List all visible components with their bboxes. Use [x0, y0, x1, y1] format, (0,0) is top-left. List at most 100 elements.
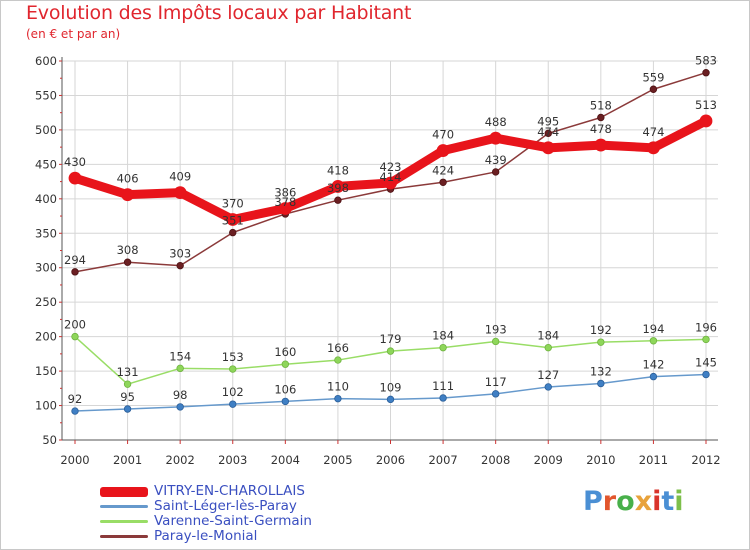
- data-point-vitry-en-charollais: [541, 141, 555, 155]
- legend-swatch-paray: [100, 535, 148, 538]
- data-label-saint-l-ger-l-s-paray: 92: [68, 392, 83, 406]
- x-tick-label: 2002: [166, 453, 195, 467]
- legend-label-paray: Paray-le-Monial: [154, 528, 258, 544]
- data-point-paray-le-monial: [334, 196, 342, 204]
- data-label-vitry-en-charollais: 386: [274, 185, 296, 199]
- data-point-vitry-en-charollais: [331, 180, 345, 193]
- data-point-vitry-en-charollais: [173, 186, 187, 200]
- legend-swatch-vitry: [100, 486, 148, 497]
- data-label-saint-l-ger-l-s-paray: 142: [642, 358, 664, 372]
- data-label-saint-l-ger-l-s-paray: 95: [120, 390, 135, 404]
- legend-label-varenne: Varenne-Saint-Germain: [154, 513, 312, 529]
- data-label-varenne-saint-germain: 166: [327, 341, 349, 355]
- x-tick-label: 2007: [428, 453, 457, 467]
- data-point-saint-l-ger-l-s-paray: [544, 383, 552, 391]
- x-tick-label: 2008: [481, 453, 510, 467]
- data-label-paray-le-monial: 424: [432, 163, 454, 177]
- data-point-vitry-en-charollais: [68, 171, 82, 185]
- data-point-saint-l-ger-l-s-paray: [123, 405, 132, 413]
- proxiti-logo: Proxiti: [583, 486, 684, 517]
- data-point-paray-le-monial: [491, 168, 500, 176]
- data-point-varenne-saint-germain: [281, 360, 290, 368]
- y-tick-label: 550: [35, 88, 57, 102]
- data-label-saint-l-ger-l-s-paray: 117: [485, 375, 507, 389]
- x-tick-label: 2005: [323, 453, 352, 467]
- data-point-paray-le-monial: [544, 129, 552, 138]
- legend-item-vitry[interactable]: VITRY-EN-CHAROLLAIS: [100, 484, 312, 499]
- data-point-varenne-saint-germain: [123, 380, 132, 388]
- data-point-vitry-en-charollais: [436, 144, 450, 157]
- chart-subtitle: (en € et par an): [26, 27, 121, 41]
- data-point-vitry-en-charollais: [699, 114, 713, 128]
- data-point-vitry-en-charollais: [384, 176, 397, 190]
- legend-swatch-varenne: [100, 520, 148, 523]
- x-tick-label: 2009: [534, 453, 563, 467]
- x-tick-label: 2012: [691, 453, 720, 467]
- data-label-paray-le-monial: 303: [169, 247, 191, 261]
- data-label-varenne-saint-germain: 154: [169, 349, 191, 363]
- legend-item-paray[interactable]: Paray-le-Monial: [100, 529, 312, 544]
- data-point-saint-l-ger-l-s-paray: [71, 407, 79, 415]
- y-tick-label: 600: [35, 54, 57, 68]
- data-label-vitry-en-charollais: 409: [169, 170, 191, 184]
- y-tick-label: 400: [35, 192, 57, 206]
- data-label-paray-le-monial: 308: [117, 243, 139, 257]
- legend-swatch-saint-leger: [100, 505, 148, 508]
- data-label-vitry-en-charollais: 370: [222, 196, 244, 210]
- y-tick-label: 450: [35, 157, 57, 171]
- data-point-paray-le-monial: [649, 85, 658, 93]
- data-point-saint-l-ger-l-s-paray: [491, 390, 500, 398]
- data-label-paray-le-monial: 378: [274, 195, 296, 209]
- legend-label-saint-leger: Saint-Léger-lès-Paray: [154, 498, 297, 514]
- data-point-saint-l-ger-l-s-paray: [386, 395, 395, 404]
- data-label-vitry-en-charollais: 470: [432, 128, 454, 142]
- data-point-vitry-en-charollais: [226, 213, 240, 226]
- data-label-varenne-saint-germain: 184: [537, 329, 559, 343]
- data-label-vitry-en-charollais: 474: [642, 125, 664, 139]
- data-point-saint-l-ger-l-s-paray: [702, 370, 710, 379]
- data-label-paray-le-monial: 414: [380, 170, 402, 184]
- data-point-varenne-saint-germain: [71, 332, 79, 341]
- data-point-saint-l-ger-l-s-paray: [334, 394, 342, 403]
- data-label-varenne-saint-germain: 160: [274, 345, 296, 359]
- x-tick-label: 2006: [376, 453, 405, 467]
- data-point-vitry-en-charollais: [489, 131, 503, 145]
- data-point-vitry-en-charollais: [647, 141, 660, 155]
- legend-item-varenne[interactable]: Varenne-Saint-Germain: [100, 514, 312, 529]
- data-label-paray-le-monial: 294: [64, 253, 86, 267]
- data-label-saint-l-ger-l-s-paray: 127: [537, 368, 559, 382]
- data-point-saint-l-ger-l-s-paray: [649, 372, 658, 381]
- data-point-saint-l-ger-l-s-paray: [176, 403, 184, 411]
- data-point-vitry-en-charollais: [278, 202, 292, 215]
- x-tick-label: 2000: [60, 453, 89, 467]
- data-label-saint-l-ger-l-s-paray: 145: [695, 356, 717, 370]
- y-tick-label: 150: [35, 364, 57, 378]
- data-point-varenne-saint-germain: [386, 347, 395, 355]
- data-point-varenne-saint-germain: [597, 338, 605, 346]
- legend-item-saint-leger[interactable]: Saint-Léger-lès-Paray: [100, 499, 312, 514]
- x-tick-label: 2004: [271, 453, 300, 467]
- data-label-saint-l-ger-l-s-paray: 132: [590, 364, 612, 378]
- y-tick-label: 100: [35, 399, 57, 413]
- data-point-saint-l-ger-l-s-paray: [597, 379, 605, 388]
- data-label-vitry-en-charollais: 430: [64, 155, 86, 169]
- data-point-paray-le-monial: [597, 113, 605, 122]
- data-label-paray-le-monial: 559: [642, 70, 664, 84]
- data-label-paray-le-monial: 583: [695, 54, 717, 68]
- data-label-varenne-saint-germain: 196: [695, 320, 717, 334]
- data-label-saint-l-ger-l-s-paray: 111: [432, 379, 454, 393]
- data-point-varenne-saint-germain: [491, 337, 500, 346]
- y-tick-label: 350: [35, 226, 57, 240]
- data-label-varenne-saint-germain: 184: [432, 329, 454, 343]
- data-point-paray-le-monial: [71, 268, 79, 276]
- logo-letter: x: [634, 486, 653, 517]
- data-point-paray-le-monial: [123, 258, 132, 266]
- data-point-vitry-en-charollais: [594, 138, 608, 152]
- data-label-paray-le-monial: 351: [222, 214, 244, 228]
- data-point-paray-le-monial: [702, 69, 710, 77]
- data-point-vitry-en-charollais: [121, 188, 134, 202]
- logo-letter: r: [602, 486, 617, 517]
- y-tick-label: 500: [35, 123, 57, 137]
- logo-letter: i: [652, 486, 662, 517]
